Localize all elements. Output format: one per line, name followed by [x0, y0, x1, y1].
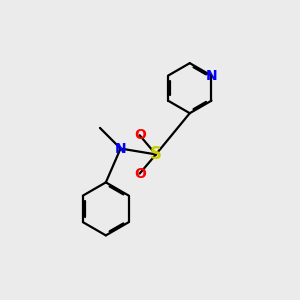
Text: N: N — [115, 142, 126, 155]
Text: O: O — [134, 128, 146, 142]
Text: N: N — [206, 69, 217, 83]
Text: S: S — [150, 146, 162, 164]
Text: O: O — [134, 167, 146, 181]
